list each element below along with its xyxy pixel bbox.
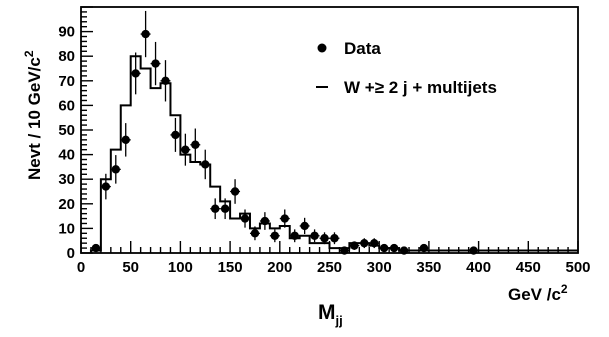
data-marker: [300, 221, 309, 231]
y-tick-label: 60: [58, 97, 75, 114]
data-marker: [101, 182, 111, 191]
data-marker: [250, 229, 260, 238]
y-tick-label: 30: [58, 171, 75, 188]
x-tick-label: 350: [416, 259, 441, 276]
data-marker: [360, 238, 369, 248]
data-point: [120, 123, 131, 157]
y-tick-label: 80: [58, 48, 75, 65]
data-marker: [181, 145, 190, 154]
y-tick-label: 90: [58, 24, 75, 41]
y-tick-label: 20: [58, 196, 75, 213]
data-marker: [240, 214, 250, 223]
data-point: [418, 243, 429, 253]
data-marker: [389, 243, 399, 253]
axes: 0 50 100 150 200 250 300 350 400 450 500 0 10 20 30 40 5…: [58, 6, 591, 276]
x-tick-label: 50: [122, 259, 139, 276]
axis-labels: GeV /c2 Mjj Nevt / 10 GeV/c2: [22, 50, 568, 328]
data-point: [150, 41, 161, 86]
data-marker: [270, 231, 280, 240]
data-marker: [191, 140, 200, 149]
data-marker: [310, 231, 319, 240]
x-axis-unit-sup: 2: [561, 282, 568, 296]
legend-data-label: Data: [344, 39, 381, 58]
x-tick-label: 200: [267, 259, 292, 276]
data-point: [299, 217, 310, 235]
data-marker: [220, 204, 230, 213]
x-tick-label: 500: [565, 259, 590, 276]
y-axis-title-sup: 2: [22, 50, 36, 57]
data-point: [110, 155, 121, 184]
legend: Data W +≥ 2 j + multijets: [316, 39, 497, 97]
legend-mc-label: W +≥ 2 j + multijets: [344, 78, 497, 97]
data-marker: [260, 216, 270, 226]
x-tick-label: 400: [466, 259, 491, 276]
x-tick-label: 150: [218, 259, 243, 276]
data-point: [359, 238, 370, 249]
data-point: [349, 241, 360, 250]
data-marker: [201, 160, 210, 169]
y-tick-label: 50: [58, 122, 75, 139]
data-marker: [350, 241, 359, 250]
x-tick-label: 300: [367, 259, 392, 276]
data-point: [90, 243, 101, 253]
data-point: [309, 229, 320, 243]
data-point: [259, 212, 270, 230]
data-point: [249, 226, 260, 241]
data-marker: [230, 187, 240, 196]
data-point: [210, 198, 221, 220]
data-marker: [111, 165, 120, 174]
data-marker: [151, 59, 160, 68]
data-point: [329, 232, 340, 245]
x-tick-label: 250: [317, 259, 342, 276]
x-axis-title-sub: jj: [335, 313, 343, 328]
y-tick-label: 10: [58, 220, 75, 237]
y-tick-label: 70: [58, 73, 75, 90]
data-point: [289, 229, 300, 243]
data-point: [279, 209, 290, 228]
data-point: [140, 10, 151, 58]
data-marker: [379, 243, 389, 253]
data-point: [100, 173, 111, 200]
data-point: [160, 60, 171, 102]
mc-histogram-line: [89, 55, 578, 253]
data-marker: [121, 135, 130, 145]
data-point: [319, 232, 330, 245]
data-point: [240, 209, 250, 228]
data-point: [389, 243, 400, 253]
data-point: [269, 229, 280, 243]
data-marker: [419, 243, 429, 253]
data-marker: [370, 238, 379, 248]
data-point: [190, 128, 201, 161]
data-marker: [320, 234, 329, 243]
data-marker: [290, 231, 299, 240]
plot-area: [89, 10, 578, 255]
data-point: [379, 243, 390, 253]
data-point: [220, 198, 231, 220]
data-point: [369, 238, 380, 249]
data-point: [170, 117, 181, 152]
y-tick-label: 0: [67, 245, 75, 262]
data-point: [200, 149, 211, 180]
data-point: [130, 52, 141, 95]
x-tick-label: 450: [516, 259, 541, 276]
data-marker: [210, 204, 220, 213]
x-tick-label: 100: [168, 259, 193, 276]
data-marker: [330, 234, 339, 243]
legend-data-marker: [317, 43, 327, 53]
data-marker: [161, 76, 170, 86]
data-marker: [171, 130, 180, 140]
x-tick-label: 0: [77, 259, 85, 276]
data-marker: [141, 29, 150, 39]
x-axis-unit: GeV /c2: [508, 282, 568, 304]
data-marker: [280, 214, 289, 223]
data-point: [230, 179, 241, 204]
data-marker: [91, 243, 101, 253]
y-tick-label: 40: [58, 147, 75, 164]
data-point: [180, 133, 191, 166]
y-axis-title: Nevt / 10 GeV/c2: [22, 50, 44, 180]
x-axis-title: Mjj: [318, 301, 343, 328]
data-marker: [131, 69, 140, 78]
